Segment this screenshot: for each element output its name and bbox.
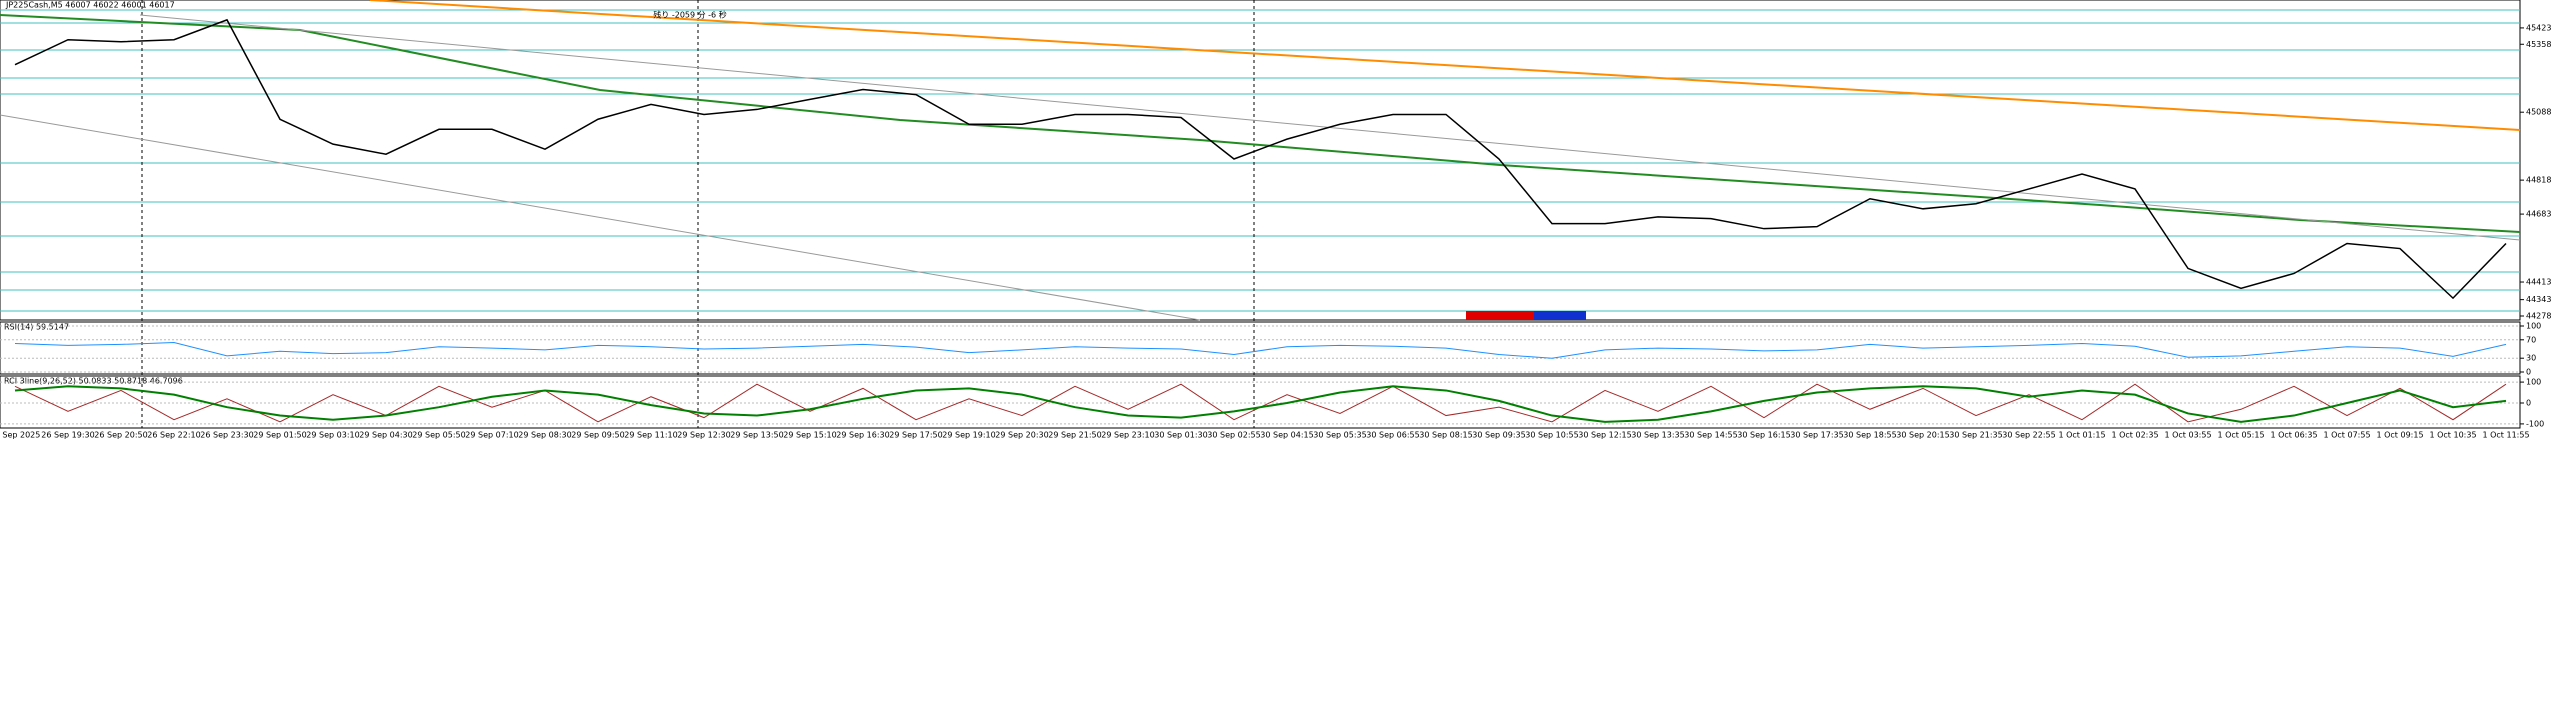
x-tick-label: 1 Oct 03:55 <box>2164 431 2211 440</box>
x-tick-label: 1 Oct 09:15 <box>2376 431 2423 440</box>
y-tick-label: 0 <box>2526 399 2531 408</box>
x-tick-label: 26 Sep 2025 <box>0 431 40 440</box>
x-tick-label: 1 Oct 02:35 <box>2111 431 2158 440</box>
x-tick-label: 29 Sep 23:10 <box>1101 431 1154 440</box>
x-tick-label: 30 Sep 21:35 <box>1949 431 2002 440</box>
x-tick-label: 29 Sep 21:50 <box>1048 431 1101 440</box>
x-tick-label: 29 Sep 13:50 <box>730 431 783 440</box>
y-tick-label: 45423 <box>2526 23 2551 32</box>
x-tick-label: 1 Oct 05:15 <box>2217 431 2264 440</box>
y-tick-label: 44343 <box>2526 295 2551 304</box>
x-tick-label: 30 Sep 13:35 <box>1631 431 1684 440</box>
x-tick-label: 30 Sep 17:35 <box>1790 431 1843 440</box>
x-tick-label: 26 Sep 22:10 <box>147 431 200 440</box>
session-separators <box>141 0 1255 428</box>
x-tick-label: 30 Sep 14:55 <box>1684 431 1737 440</box>
x-tick-label: 29 Sep 16:30 <box>836 431 889 440</box>
main-title: JP225Cash,M5 46007 46022 46001 46017 <box>5 1 175 10</box>
y-tick-label: 44413 <box>2526 278 2551 287</box>
x-tick-label: 1 Oct 07:55 <box>2323 431 2370 440</box>
x-tick-label: 30 Sep 08:15 <box>1419 431 1472 440</box>
y-tick-label: 30 <box>2526 354 2536 363</box>
x-tick-label: 30 Sep 18:55 <box>1843 431 1896 440</box>
y-tick-label: 100 <box>2526 378 2541 387</box>
y-tick-label: 45358 <box>2526 40 2551 49</box>
slow-ma <box>369 0 2521 131</box>
x-tick-label: 26 Sep 23:30 <box>200 431 253 440</box>
x-tick-label: 1 Oct 10:35 <box>2429 431 2476 440</box>
x-tick-label: 29 Sep 09:50 <box>571 431 624 440</box>
x-tick-label: 29 Sep 07:10 <box>465 431 518 440</box>
x-tick-label: 30 Sep 02:55 <box>1207 431 1260 440</box>
countdown: 残り -2059 分 -6 秒 <box>653 10 726 20</box>
x-tick-label: 29 Sep 01:50 <box>253 431 306 440</box>
rsi-panel <box>0 321 2521 375</box>
y-tick-label: 45088 <box>2526 108 2551 117</box>
x-tick-label: 29 Sep 05:50 <box>412 431 465 440</box>
x-tick-label: 30 Sep 05:35 <box>1313 431 1366 440</box>
sell-button[interactable] <box>1466 311 1534 320</box>
x-tick-label: 1 Oct 06:35 <box>2270 431 2317 440</box>
rci-title: RCI 3line(9,26,52) 50.0833 50.8718 46.70… <box>4 377 183 386</box>
x-tick-label: 26 Sep 19:30 <box>41 431 94 440</box>
y-tick-label: 100 <box>2526 322 2541 331</box>
y-tick-label: 44278 <box>2526 311 2551 320</box>
x-tick-label: 30 Sep 22:55 <box>2002 431 2055 440</box>
x-tick-label: 29 Sep 19:10 <box>942 431 995 440</box>
x-tick-label: 30 Sep 20:15 <box>1896 431 1949 440</box>
x-tick-label: 1 Oct 01:15 <box>2058 431 2105 440</box>
data-line <box>14 342 2507 359</box>
x-tick-label: 30 Sep 12:15 <box>1578 431 1631 440</box>
x-tick-label: 29 Sep 08:30 <box>518 431 571 440</box>
y-tick-label: 44683 <box>2526 210 2551 219</box>
y-tick-label: 0 <box>2526 368 2531 377</box>
x-tick-label: 30 Sep 04:15 <box>1260 431 1313 440</box>
x-tick-label: 30 Sep 10:55 <box>1525 431 1578 440</box>
rsi-title: RSI(14) 59.5147 <box>4 323 69 332</box>
x-tick-label: 29 Sep 04:30 <box>359 431 412 440</box>
x-tick-label: 29 Sep 17:50 <box>889 431 942 440</box>
y-tick-label: -100 <box>2526 419 2544 428</box>
x-tick-label: 30 Sep 01:30 <box>1154 431 1207 440</box>
y-tick-label: 44818 <box>2526 176 2551 185</box>
y-tick-label: 70 <box>2526 335 2536 344</box>
rci-panel <box>0 375 2521 429</box>
x-tick-label: 30 Sep 09:35 <box>1472 431 1525 440</box>
trend-line <box>0 114 1201 321</box>
level-lines <box>0 9 2520 312</box>
x-tick-label: 29 Sep 12:30 <box>677 431 730 440</box>
buy-button[interactable] <box>1534 311 1586 320</box>
x-tick-label: 1 Oct 11:55 <box>2482 431 2529 440</box>
long-ma <box>0 14 2521 233</box>
x-tick-label: 29 Sep 15:10 <box>783 431 836 440</box>
x-tick-label: 26 Sep 20:50 <box>94 431 147 440</box>
data-line <box>14 18 2507 300</box>
x-tick-label: 29 Sep 11:10 <box>624 431 677 440</box>
data-line <box>14 385 2507 423</box>
x-tick-label: 30 Sep 06:55 <box>1366 431 1419 440</box>
x-tick-label: 29 Sep 20:30 <box>995 431 1048 440</box>
x-tick-label: 30 Sep 16:15 <box>1737 431 1790 440</box>
x-tick-label: 29 Sep 03:10 <box>306 431 359 440</box>
